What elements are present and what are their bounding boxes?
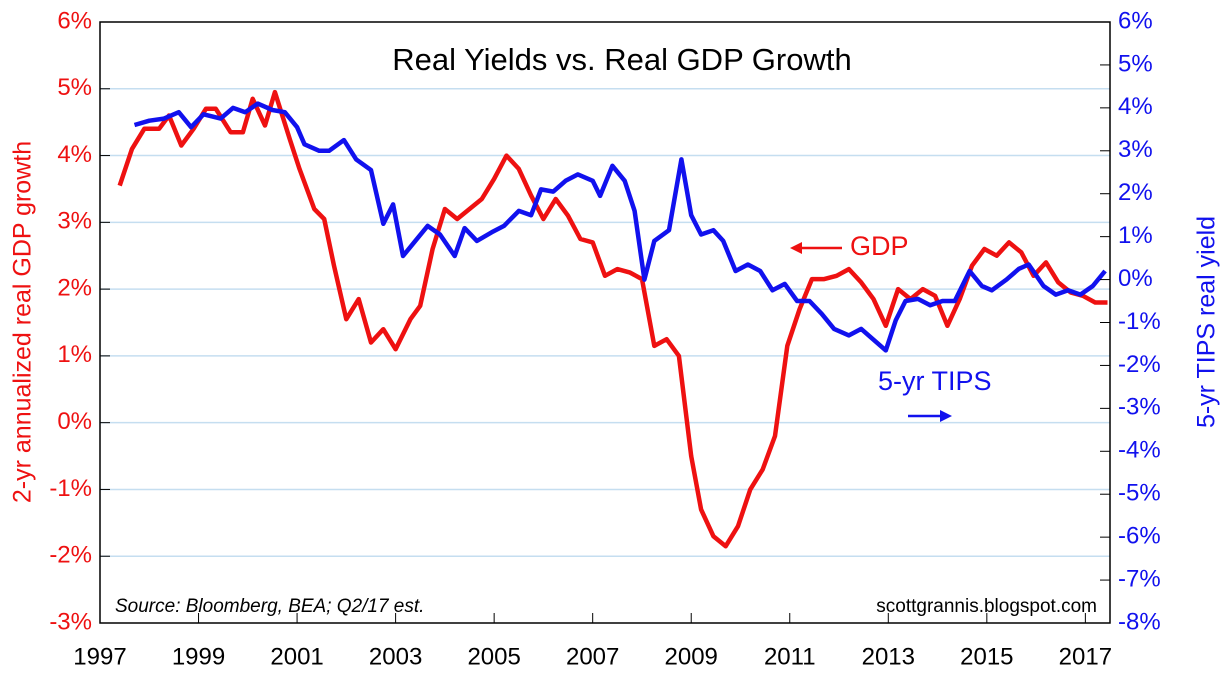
website-note: scottgrannis.blogspot.com [876, 596, 1097, 617]
y-tick-label: -3% [49, 608, 92, 635]
tips-arrow [908, 410, 952, 422]
y2-tick-label: 1% [1118, 222, 1153, 249]
chart-title: Real Yields vs. Real GDP Growth [392, 42, 851, 77]
y2-tick-label: -6% [1118, 522, 1161, 549]
grid [100, 88, 1110, 557]
y2-tick-label: 4% [1118, 93, 1153, 120]
series-label: GDP [850, 231, 909, 261]
x-tick-label: 2003 [369, 643, 422, 670]
y-tick-label: 3% [57, 208, 92, 235]
x-tick-label: 2011 [764, 643, 816, 670]
y2-tick-label: 3% [1118, 136, 1153, 163]
x-tick-label: 1999 [172, 643, 225, 670]
series-label: 5-yr TIPS [878, 366, 992, 396]
y-tick-label: 5% [57, 74, 92, 101]
y-tick-label: -1% [49, 475, 92, 502]
y-tick-label: 6% [57, 7, 92, 34]
x-tick-label: 2005 [467, 643, 520, 670]
y2-tick-label: 5% [1118, 50, 1153, 77]
plot-background [100, 22, 1110, 623]
y2-axis-label: 5-yr TIPS real yield [1193, 216, 1221, 428]
source-note: Source: Bloomberg, BEA; Q2/17 est. [115, 596, 424, 617]
y2-tick-label: -5% [1118, 480, 1161, 507]
gdp-arrow [790, 242, 842, 254]
y2-tick-label: 0% [1118, 265, 1153, 292]
y2-tick-label: -3% [1118, 394, 1161, 421]
y2-tick-label: -8% [1118, 608, 1161, 635]
y-tick-label: 1% [57, 341, 92, 368]
y2-tick-label: 2% [1118, 179, 1153, 206]
x-tick-label: 2009 [665, 643, 718, 670]
x-tick-label: 2007 [566, 643, 619, 670]
y-tick-label: 0% [57, 408, 92, 435]
y2-tick-label: -7% [1118, 565, 1161, 592]
x-tick-label: 2017 [1059, 643, 1112, 670]
x-tick-label: 2001 [270, 643, 323, 670]
y2-tick-label: -2% [1118, 351, 1161, 378]
x-tick-label: 2015 [960, 643, 1013, 670]
series-line [133, 101, 1107, 353]
y-tick-label: 2% [57, 274, 92, 301]
y2-tick-label: 6% [1118, 7, 1153, 34]
series-line [117, 89, 1108, 549]
y2-tick-label: -1% [1118, 308, 1161, 335]
x-tick-label: 2013 [862, 643, 915, 670]
y-tick-label: -2% [49, 542, 92, 569]
y2-tick-label: -4% [1118, 437, 1161, 464]
x-tick-label: 1997 [73, 643, 126, 670]
y-axis-label: 2-yr annualized real GDP growth [9, 141, 37, 503]
lines [117, 89, 1108, 549]
y-tick-label: 4% [57, 141, 92, 168]
